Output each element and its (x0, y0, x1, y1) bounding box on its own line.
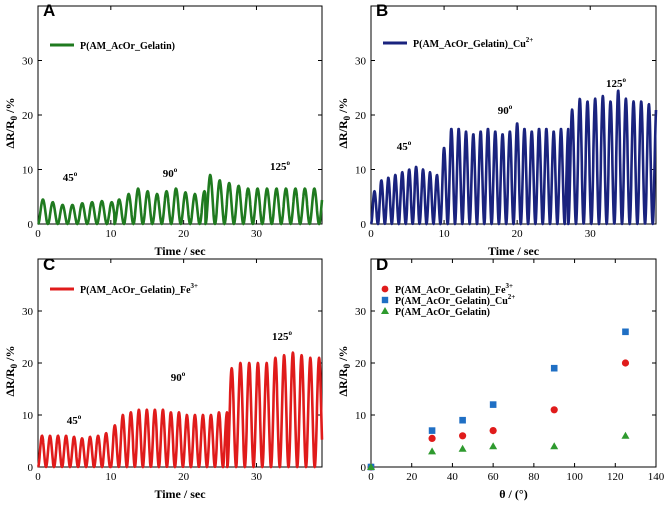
signal-line-c (36, 351, 324, 469)
panel-d: 0 20 40 60 80 100 120 140 0 10 20 30 θ / (°) ΔR/R0 /%… (336, 255, 665, 501)
x-tick-label: 20 (512, 228, 524, 240)
data-point-square (428, 427, 436, 434)
y-axis-label: ΔR/R0 /% (3, 345, 19, 396)
signal-line-b (369, 89, 658, 226)
x-tick-label: 40 (447, 471, 459, 483)
angle-annotation: 125o (270, 159, 291, 173)
y-tick-label: 0 (361, 219, 367, 231)
x-axis-label: Time / sec (488, 244, 540, 258)
legend-label: P(AM_AcOr_Gelatin)_Cu2+ (395, 293, 515, 307)
legend-label: P(AM_AcOr_Gelatin)_Fe3+ (80, 282, 198, 296)
y-axis-label: ΔR/R0 /% (3, 97, 19, 148)
x-axis-label: θ / (°) (499, 487, 527, 501)
x-tick-label: 30 (585, 228, 597, 240)
angle-annotation: 90o (498, 103, 513, 117)
data-point-circle (459, 432, 467, 440)
panel-c: 0 10 20 30 0 10 20 30 Time / sec ΔR/R0 /% C P(AM_Ac… (3, 255, 324, 501)
angle-annotation: 45o (397, 139, 412, 153)
y-tick-label: 30 (22, 56, 34, 68)
panel-letter: D (376, 255, 388, 274)
x-tick-label: 10 (105, 471, 117, 483)
data-point-square (550, 364, 558, 372)
x-tick-label: 0 (35, 228, 41, 240)
panel-a: 0 10 20 30 0 10 20 30 Time / sec ΔR/R0 /% A P(AM_Ac… (3, 1, 324, 258)
data-point-triangle (489, 442, 498, 450)
data-point-square (622, 328, 629, 336)
legend-marker (381, 307, 389, 314)
x-tick-label: 20 (406, 471, 418, 483)
x-tick-label: 10 (439, 228, 451, 240)
data-point-circle (489, 427, 497, 435)
y-axis-label: ΔR/R0 /% (336, 345, 352, 396)
panel-b: 0 10 20 30 0 10 20 30 Time / sec ΔR/R0 /% B P(AM_Ac… (336, 1, 658, 258)
y-tick-label: 10 (22, 410, 34, 422)
y-tick-label: 20 (355, 110, 367, 122)
y-tick-label: 0 (28, 462, 34, 474)
signal-line-a (37, 173, 324, 226)
angle-annotation: 90o (171, 370, 186, 384)
data-point-square (459, 416, 466, 424)
data-point-triangle (367, 463, 375, 470)
angle-annotation: 125o (272, 329, 293, 343)
y-tick-label: 0 (361, 462, 367, 474)
x-tick-label: 0 (368, 471, 374, 483)
x-tick-label: 10 (105, 228, 117, 240)
y-tick-label: 30 (355, 56, 367, 68)
panel-letter: C (43, 255, 55, 274)
data-point-triangle (550, 442, 559, 450)
data-point-triangle (458, 444, 467, 452)
x-tick-label: 100 (566, 471, 583, 483)
y-tick-label: 20 (355, 358, 367, 370)
angle-annotation: 125o (606, 76, 627, 90)
data-point-circle (550, 406, 558, 414)
x-tick-label: 20 (178, 471, 190, 483)
angle-annotation: 90o (163, 166, 178, 180)
x-tick-label: 0 (368, 228, 374, 240)
x-tick-label: 30 (251, 471, 263, 483)
panel-letter: B (376, 1, 388, 20)
data-point-triangle (621, 431, 630, 439)
y-tick-label: 30 (355, 306, 367, 318)
x-axis-label: Time / sec (154, 487, 206, 501)
x-tick-label: 140 (648, 471, 665, 483)
legend-label: P(AM_AcOr_Gelatin) (80, 41, 175, 52)
angle-annotation: 45o (67, 413, 82, 427)
plot-frame-a (37, 5, 323, 225)
panel-letter: A (43, 1, 55, 20)
y-tick-label: 10 (355, 165, 367, 177)
x-tick-label: 60 (488, 471, 500, 483)
x-tick-label: 30 (251, 228, 263, 240)
x-tick-label: 20 (178, 228, 190, 240)
data-point-square (489, 401, 497, 408)
legend-marker (381, 296, 389, 304)
y-tick-label: 20 (22, 358, 34, 370)
x-tick-label: 80 (528, 471, 540, 483)
y-tick-label: 20 (22, 110, 34, 122)
x-tick-label: 0 (35, 471, 41, 483)
legend-label: P(AM_AcOr_Gelatin)_Fe3+ (395, 282, 513, 296)
y-axis-label: ΔR/R0 /% (336, 97, 352, 148)
legend-label: P(AM_AcOr_Gelatin)_Cu2+ (413, 36, 533, 50)
y-tick-label: 30 (22, 306, 34, 318)
y-tick-label: 0 (28, 219, 34, 231)
data-point-circle (621, 359, 630, 367)
angle-annotation: 45o (63, 170, 78, 184)
data-point-circle (428, 434, 436, 442)
legend-label: P(AM_AcOr_Gelatin) (395, 307, 490, 318)
legend-marker (381, 285, 389, 293)
x-tick-label: 120 (607, 471, 624, 483)
y-tick-label: 10 (355, 410, 367, 422)
x-axis-label: Time / sec (154, 244, 206, 258)
y-tick-label: 10 (22, 165, 34, 177)
data-point-triangle (428, 447, 437, 455)
